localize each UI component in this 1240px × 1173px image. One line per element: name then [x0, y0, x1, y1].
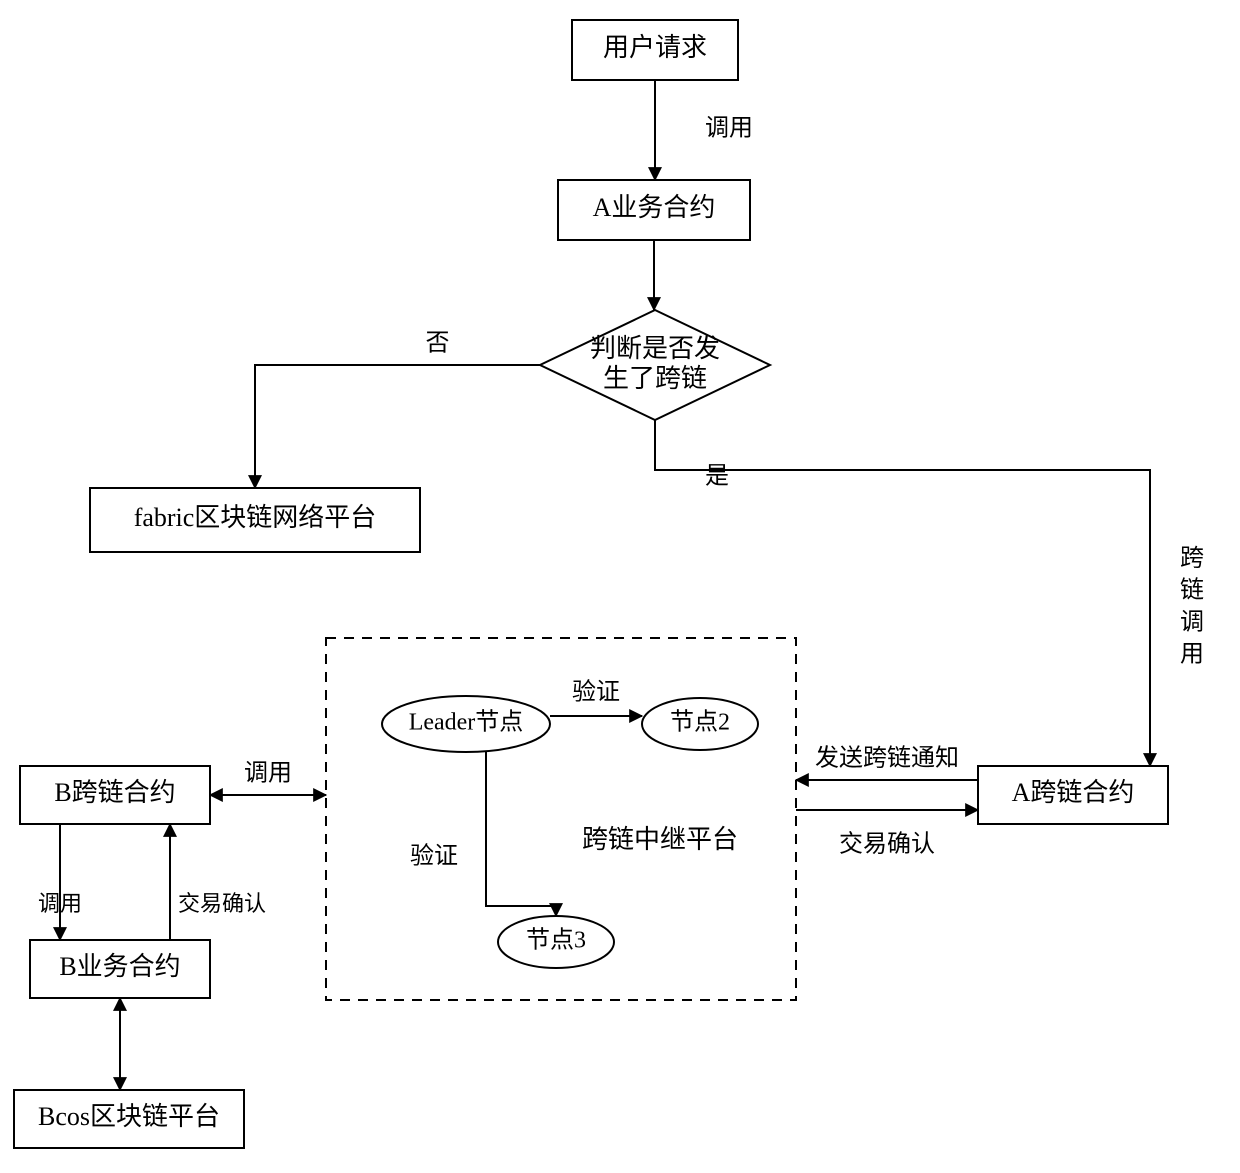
label-decision-l2: 生了跨链: [603, 364, 707, 393]
label-call-down: 调用: [38, 891, 82, 916]
edge-decision-no: [255, 365, 540, 488]
label-send-notice: 发送跨链通知: [815, 745, 959, 772]
label-cross-call: 用: [1180, 642, 1204, 668]
label-tx-confirm-a: 交易确认: [839, 831, 935, 858]
label-edge-call-top: 调用: [705, 115, 753, 142]
label-leader: Leader节点: [409, 709, 524, 736]
label-verify-3: 验证: [410, 843, 458, 870]
label-verify-2: 验证: [572, 679, 620, 706]
label-decision-l1: 判断是否发: [590, 334, 720, 363]
label-node2: 节点2: [670, 709, 730, 736]
label-a-biz: A业务合约: [593, 193, 716, 222]
label-b-biz: B业务合约: [59, 952, 180, 981]
label-call-relay-b: 调用: [244, 760, 292, 787]
label-cross-call: 跨: [1180, 545, 1204, 572]
label-cross-call: 链: [1180, 577, 1204, 604]
label-yes: 是: [705, 464, 729, 490]
label-bcos: Bcos区块链平台: [38, 1102, 220, 1131]
label-relay-title: 跨链中继平台: [582, 825, 738, 854]
label-txconfirm-up: 交易确认: [178, 891, 266, 916]
label-b-cross: B跨链合约: [54, 778, 175, 807]
label-user-request: 用户请求: [603, 33, 707, 62]
label-node3: 节点3: [526, 927, 586, 954]
edge-leader-node3: [486, 752, 556, 916]
label-a-cross: A跨链合约: [1012, 778, 1135, 807]
label-cross-call: 调: [1180, 609, 1204, 636]
label-no: 否: [426, 331, 450, 357]
label-fabric: fabric区块链网络平台: [134, 503, 377, 532]
